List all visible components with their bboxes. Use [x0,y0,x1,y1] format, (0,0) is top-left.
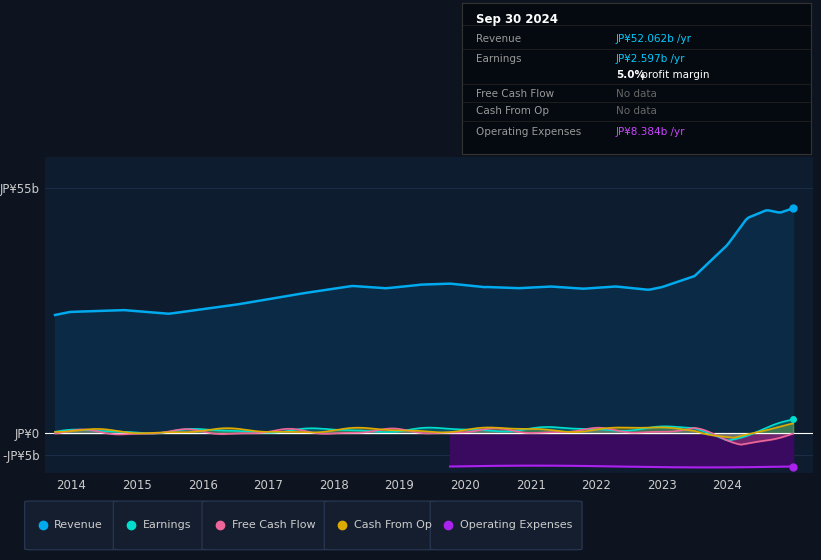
FancyBboxPatch shape [324,501,435,550]
Text: JP¥8.384b /yr: JP¥8.384b /yr [616,127,686,137]
Text: Cash From Op: Cash From Op [476,106,549,116]
Text: Earnings: Earnings [476,54,521,64]
FancyBboxPatch shape [113,501,208,550]
Text: Operating Expenses: Operating Expenses [460,520,572,530]
Text: Revenue: Revenue [54,520,103,530]
Text: Sep 30 2024: Sep 30 2024 [476,13,558,26]
Text: Earnings: Earnings [143,520,191,530]
Text: JP¥52.062b /yr: JP¥52.062b /yr [616,34,692,44]
Text: No data: No data [616,88,657,99]
Text: Free Cash Flow: Free Cash Flow [476,88,554,99]
Text: No data: No data [616,106,657,116]
Text: profit margin: profit margin [639,69,710,80]
Text: 5.0%: 5.0% [616,69,644,80]
FancyBboxPatch shape [202,501,329,550]
Text: JP¥2.597b /yr: JP¥2.597b /yr [616,54,686,64]
Text: Cash From Op: Cash From Op [354,520,432,530]
FancyBboxPatch shape [430,501,582,550]
Text: Revenue: Revenue [476,34,521,44]
Text: Operating Expenses: Operating Expenses [476,127,581,137]
FancyBboxPatch shape [25,501,119,550]
Text: Free Cash Flow: Free Cash Flow [232,520,315,530]
